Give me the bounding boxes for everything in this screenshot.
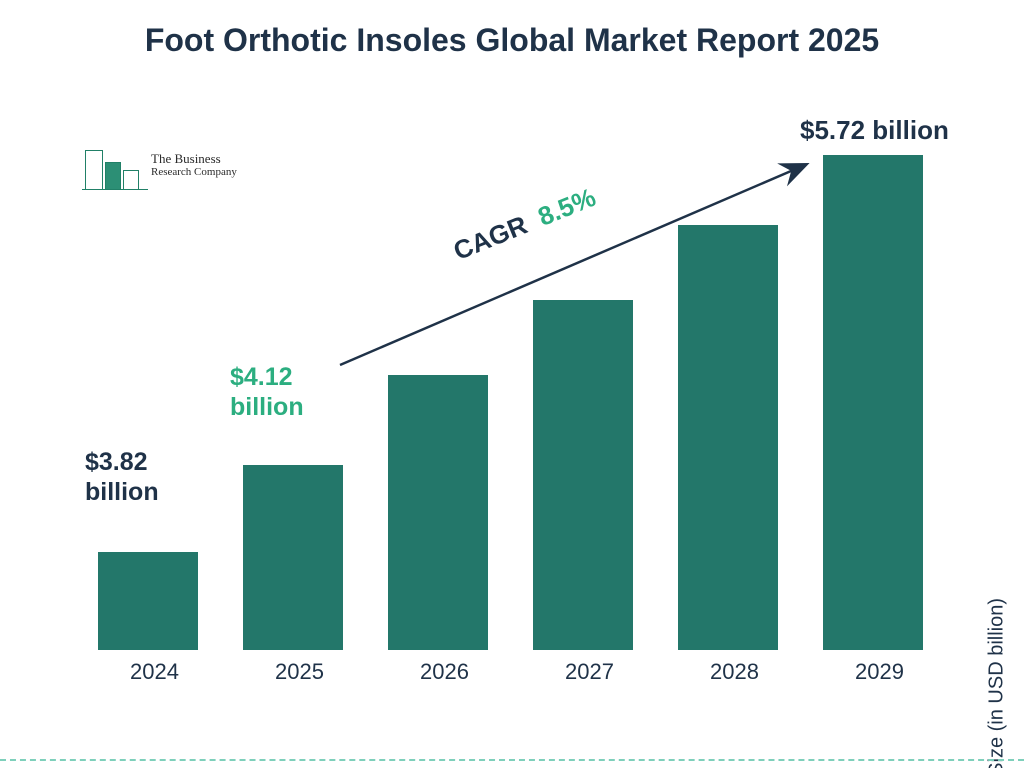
y-axis-label: Market Size (in USD billion) <box>986 598 1009 768</box>
trend-arrow-icon <box>0 0 1024 768</box>
bottom-dashed-divider <box>0 759 1024 761</box>
